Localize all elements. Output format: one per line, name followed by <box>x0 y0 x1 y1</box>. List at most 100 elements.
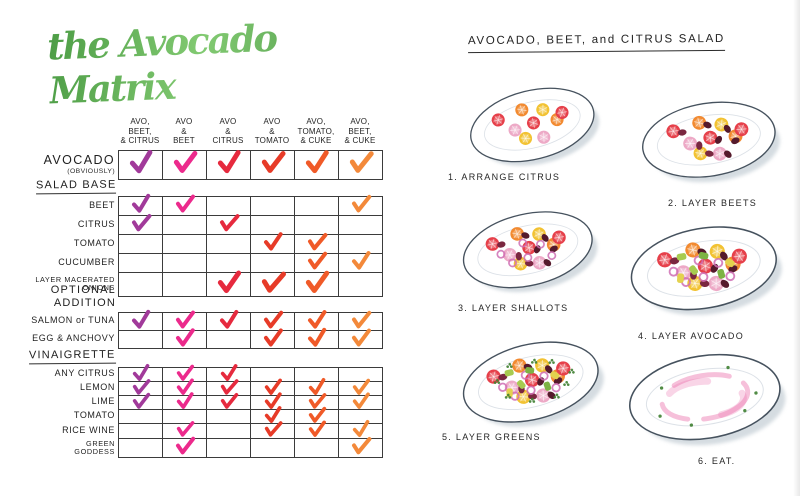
check-icon <box>351 194 371 213</box>
matrix-row <box>119 149 383 180</box>
matrix-cell <box>163 273 207 297</box>
row-label-text: GREEN <box>86 438 115 448</box>
matrix-cells <box>118 193 383 297</box>
matrix-row <box>119 391 383 410</box>
step-caption: 4. LAYER AVOCADO <box>638 331 744 341</box>
row-label: TOMATO <box>38 409 115 423</box>
check-icon <box>220 378 239 395</box>
matrix-cell <box>295 406 339 424</box>
plate-svg <box>462 341 604 427</box>
avocado-matrix-table: AVO, BEET, & CITRUS AVO & BEET AVO & CITRUS AVO & T… <box>29 100 383 470</box>
matrix-cell <box>163 410 207 424</box>
check-icon <box>352 419 369 438</box>
recipe-title: AVOCADO, BEET, and CITRUS SALAD <box>467 32 726 54</box>
matrix-cells <box>118 309 383 349</box>
matrix-cell <box>163 421 207 439</box>
step-caption: 6. EAT. <box>698 456 736 466</box>
section-header-line: OPTIONAL <box>50 284 116 296</box>
matrix-cell <box>251 327 295 349</box>
matrix-cell <box>339 378 383 396</box>
matrix-cell <box>207 150 251 180</box>
matrix-cell <box>295 327 339 349</box>
matrix-cell <box>207 197 251 216</box>
plate-svg <box>642 101 780 183</box>
matrix-cell <box>119 254 163 273</box>
row-labels: BEET CITRUS TOMATO CUCUMBER LAYER MACERATED O… <box>35 196 115 296</box>
column-header-line: AVO, <box>350 116 370 126</box>
row-label: SALMON or TUNA <box>31 312 115 330</box>
row-label: CITRUS <box>38 215 115 234</box>
matrix-row <box>119 214 383 235</box>
column-header: AVO & CITRUS <box>206 102 250 148</box>
matrix-cell <box>163 377 207 396</box>
check-icon <box>175 310 195 328</box>
matrix-cell <box>163 216 207 235</box>
matrix-cell <box>207 309 251 331</box>
row-label-text: TOMATO <box>73 237 115 248</box>
matrix-cell <box>295 197 339 216</box>
check-icon <box>305 150 329 174</box>
section-header-line: ADDITION <box>53 296 116 309</box>
matrix-cell <box>339 391 383 410</box>
matrix-row <box>119 363 383 382</box>
matrix-cell <box>119 331 163 349</box>
matrix-cell <box>207 235 251 254</box>
matrix-cell <box>163 436 207 458</box>
matrix-cell <box>163 327 207 349</box>
matrix-cell <box>251 368 295 382</box>
row-label: BEET <box>38 196 115 215</box>
matrix-row <box>119 270 383 297</box>
column-header-line: & <box>225 126 231 136</box>
page-title: the Avocado Matrix <box>46 12 389 113</box>
column-header-line: AVO, <box>130 116 150 126</box>
column-header-line: AVO, <box>306 116 326 126</box>
matrix-row <box>119 327 383 349</box>
plate-svg <box>462 211 598 293</box>
check-icon <box>349 151 374 173</box>
check-icon <box>132 363 149 381</box>
matrix-cell <box>163 254 207 273</box>
row-label: LAYER MACERATED ONIONS <box>35 272 115 296</box>
check-icon <box>263 310 283 328</box>
matrix-cell <box>339 194 383 216</box>
row-label: AVOCADO (OBVIOUSLY) <box>38 150 115 179</box>
check-icon <box>217 270 241 293</box>
page-edge-shadow <box>793 0 800 496</box>
row-label-text: CUCUMBER <box>58 256 115 267</box>
matrix-row <box>119 193 383 216</box>
matrix-cell <box>295 233 339 254</box>
row-label-text: SALMON or TUNA <box>31 315 115 326</box>
column-header-line: AVO <box>219 116 237 126</box>
matrix-cell <box>339 216 383 235</box>
check-icon <box>261 151 286 173</box>
matrix-cell <box>207 270 251 297</box>
matrix-cell <box>339 328 383 349</box>
salad-plate-illustration <box>614 343 796 466</box>
check-icon <box>308 420 326 437</box>
check-icon <box>129 149 152 174</box>
matrix-cell <box>207 363 251 382</box>
column-header-line: TOMATO <box>254 136 290 146</box>
left-page: the Avocado Matrix AVO, BEET, & CITRUS AVO &… <box>29 12 389 470</box>
matrix-cell <box>119 309 163 331</box>
row-label: LEMON <box>38 381 115 395</box>
matrix-cell <box>119 235 163 254</box>
check-icon <box>264 391 282 409</box>
check-icon <box>351 437 371 455</box>
matrix-cell <box>163 310 207 331</box>
column-header-line: BEET, <box>348 126 372 136</box>
check-icon <box>173 150 197 173</box>
matrix-cell <box>339 251 383 273</box>
check-icon <box>131 193 150 213</box>
check-icon <box>307 309 326 329</box>
matrix-cell <box>207 378 251 396</box>
check-icon <box>351 328 371 346</box>
matrix-cells <box>118 363 383 458</box>
row-label-text: GODDESS <box>74 446 115 456</box>
check-icon <box>264 421 283 437</box>
check-icon <box>264 378 282 395</box>
check-icon <box>263 232 283 251</box>
check-icon <box>263 327 283 346</box>
matrix-cell <box>207 410 251 424</box>
check-icon <box>219 214 240 232</box>
